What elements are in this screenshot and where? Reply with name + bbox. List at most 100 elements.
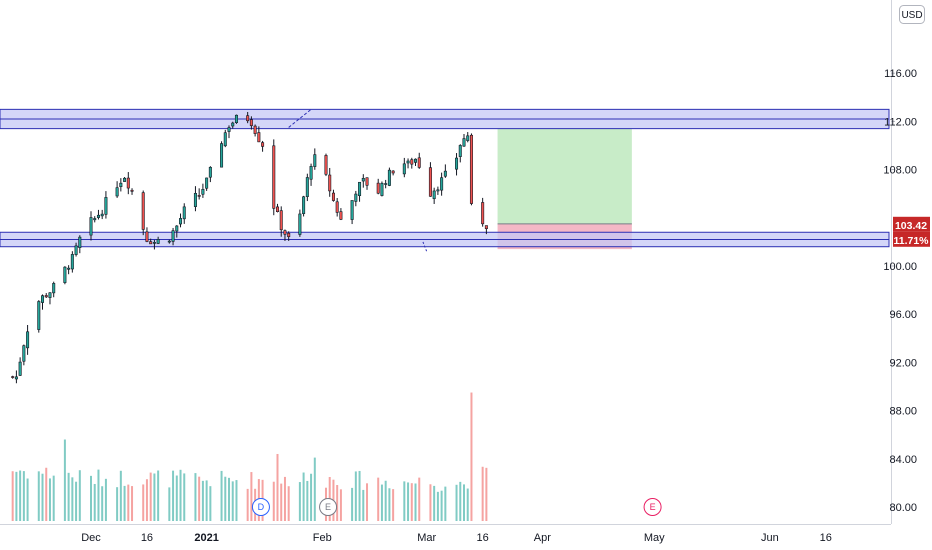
price-tick-label: 80.00 bbox=[889, 502, 917, 514]
volume-bar bbox=[194, 473, 197, 521]
time-tick-label: Apr bbox=[534, 532, 551, 544]
candle-body bbox=[100, 213, 104, 217]
candle-body bbox=[182, 206, 186, 220]
candle-body bbox=[227, 127, 231, 132]
candle-body bbox=[119, 182, 123, 187]
earnings_past-marker[interactable]: E bbox=[319, 498, 338, 516]
volume-bar bbox=[235, 480, 238, 521]
volume-bar bbox=[444, 486, 447, 521]
candle-body bbox=[44, 295, 48, 298]
dividend-marker-letter: D bbox=[258, 502, 265, 512]
candle-body bbox=[234, 114, 238, 123]
volume-bar bbox=[75, 481, 78, 521]
candle-body bbox=[302, 196, 306, 214]
price-tick-label: 92.00 bbox=[889, 357, 917, 369]
candle-body bbox=[63, 266, 67, 283]
candle-body bbox=[402, 163, 406, 175]
candle-body bbox=[358, 181, 362, 196]
candle-body bbox=[231, 122, 235, 127]
candle-body bbox=[74, 245, 78, 255]
long-position-tool[interactable] bbox=[497, 128, 632, 250]
volume-bar bbox=[179, 469, 182, 521]
price-tick-label: 108.00 bbox=[883, 165, 917, 177]
volume-bar bbox=[470, 392, 473, 521]
candle-body bbox=[141, 192, 145, 230]
candle-body bbox=[384, 183, 388, 185]
horizontal-zones[interactable] bbox=[0, 108, 890, 248]
price-tick-label: 112.00 bbox=[884, 116, 917, 128]
earnings-marker-circle bbox=[643, 498, 662, 516]
volume-bar bbox=[380, 484, 383, 521]
candle-body bbox=[26, 331, 30, 349]
volume-bar bbox=[90, 475, 92, 521]
earnings_past-marker-letter: E bbox=[325, 502, 331, 512]
volume-bar bbox=[302, 472, 305, 521]
candle-body bbox=[443, 170, 447, 177]
candle-body bbox=[380, 182, 384, 196]
time-tick-label: 2021 bbox=[194, 532, 218, 544]
candle-body bbox=[484, 225, 488, 230]
price-axis[interactable]: 116.00 112.00 108.00 100.00 96.00 92.00 88.00 8… bbox=[883, 68, 917, 514]
candle-body bbox=[201, 189, 205, 195]
candle-body bbox=[331, 192, 335, 201]
candle-body bbox=[406, 160, 410, 164]
candle-body bbox=[455, 157, 459, 170]
earnings_past-marker-circle bbox=[319, 498, 338, 516]
dividend-marker[interactable]: D bbox=[251, 498, 270, 516]
volume-bar bbox=[339, 489, 342, 521]
percent-change-box bbox=[893, 231, 930, 247]
time-tick-label: Mar bbox=[417, 532, 436, 544]
volume-bar bbox=[153, 473, 156, 521]
volume-bar bbox=[142, 484, 145, 521]
volume-bar bbox=[71, 477, 74, 521]
volume-bar bbox=[127, 484, 130, 521]
volume-bar bbox=[358, 470, 361, 521]
volume-bar bbox=[37, 471, 40, 521]
trend-line[interactable] bbox=[288, 108, 428, 252]
candle-body bbox=[350, 200, 354, 220]
candle-body bbox=[283, 230, 287, 235]
candle-body bbox=[275, 206, 279, 212]
candle-body bbox=[249, 119, 253, 126]
volume-bar bbox=[52, 475, 55, 521]
time-tick-label: 16 bbox=[141, 532, 153, 544]
volume-bar bbox=[198, 476, 201, 521]
volume-bar bbox=[22, 471, 25, 521]
time-tick-label: 16 bbox=[820, 532, 832, 544]
volume-bar bbox=[272, 481, 275, 521]
candle-body bbox=[104, 197, 108, 215]
candle-body bbox=[115, 187, 119, 197]
volume-bar bbox=[283, 476, 286, 521]
candle-body bbox=[179, 218, 183, 225]
volume-bar bbox=[45, 467, 48, 521]
currency-button[interactable]: USD bbox=[899, 5, 925, 24]
volume-bar bbox=[145, 479, 148, 521]
volume-bar bbox=[384, 480, 387, 521]
volume-bar bbox=[392, 489, 395, 521]
percent-change-text: 11.71% bbox=[893, 235, 929, 247]
candle-body bbox=[14, 376, 18, 380]
candle-body bbox=[18, 361, 22, 376]
volume-bar bbox=[298, 482, 301, 521]
earnings-marker[interactable]: E bbox=[643, 498, 662, 516]
candle-body bbox=[37, 301, 41, 330]
volume-bar bbox=[429, 484, 432, 521]
volume-bar bbox=[351, 487, 354, 521]
volume-bar bbox=[362, 489, 365, 521]
profit-zone bbox=[497, 128, 632, 224]
volume-bar bbox=[313, 457, 316, 521]
time-axis[interactable]: Dec 16 2021 Feb Mar 16 Apr May Jun 16 bbox=[81, 532, 832, 544]
volume-bar bbox=[78, 470, 81, 521]
candle-body bbox=[287, 232, 291, 237]
volume-bar bbox=[116, 487, 119, 521]
candle-body bbox=[223, 132, 227, 147]
currency-label: USD bbox=[901, 10, 922, 21]
volume-bar bbox=[459, 481, 462, 521]
volume-bar bbox=[48, 478, 51, 521]
price-tick-label: 84.00 bbox=[889, 454, 917, 466]
candle-body bbox=[67, 267, 71, 270]
candle-body bbox=[361, 177, 365, 182]
volume-bar bbox=[403, 481, 406, 521]
